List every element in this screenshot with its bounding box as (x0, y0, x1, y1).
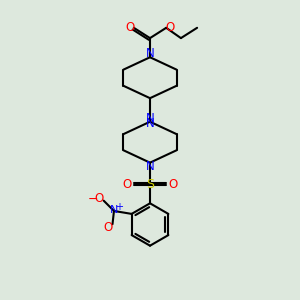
Text: N: N (146, 117, 155, 130)
Text: N: N (146, 112, 155, 125)
Text: +: + (115, 202, 123, 212)
Text: O: O (165, 21, 174, 34)
Text: N: N (110, 206, 118, 215)
Text: O: O (103, 221, 113, 234)
Text: O: O (123, 178, 132, 191)
Text: N: N (146, 160, 155, 173)
Text: O: O (126, 21, 135, 34)
Text: O: O (94, 192, 104, 205)
Text: −: − (87, 193, 98, 206)
Text: S: S (146, 178, 154, 191)
Text: O: O (168, 178, 177, 191)
Text: N: N (146, 47, 154, 60)
